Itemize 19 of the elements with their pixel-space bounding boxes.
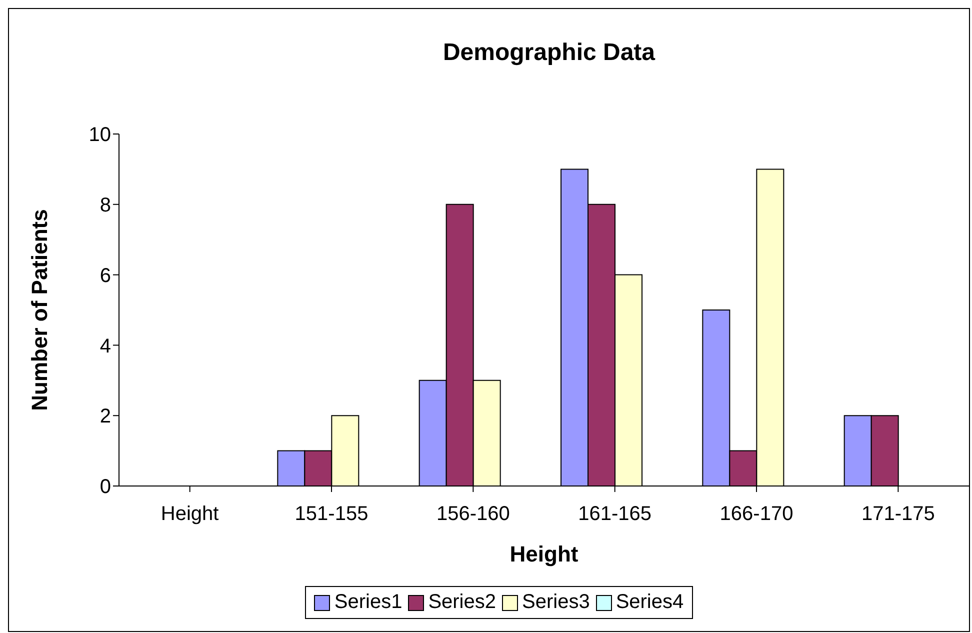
legend-label: Series4 [614, 591, 684, 614]
y-tick-label: 4 [100, 335, 111, 358]
x-tick-label: 151-155 [294, 503, 368, 526]
y-tick-label: 8 [100, 194, 111, 216]
x-axis-title: Height [510, 542, 579, 567]
x-tick-label: 161-165 [578, 503, 652, 526]
legend-label: Series1 [333, 591, 402, 614]
y-tick-label: 2 [100, 406, 111, 428]
y-tick-label: 6 [100, 264, 111, 287]
y-axis-title: Number of Patients [26, 209, 52, 411]
x-tick-label: 156-160 [436, 503, 510, 526]
y-tick-label: 0 [100, 476, 111, 498]
chart-title: Demographic Data [442, 39, 656, 67]
x-tick-label: Height [160, 503, 220, 526]
y-tick-label: 10 [88, 124, 111, 146]
legend-label: Series2 [427, 591, 496, 614]
x-tick-label: 166-170 [720, 503, 794, 526]
x-tick-label: 171-175 [861, 503, 935, 526]
legend-label: Series3 [521, 591, 590, 614]
